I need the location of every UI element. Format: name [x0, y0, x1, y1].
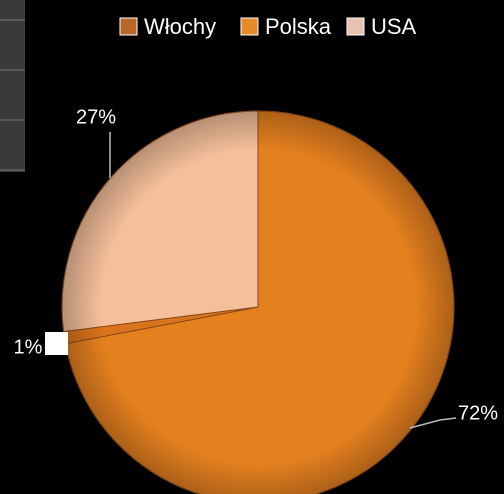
legend-label: Polska: [265, 14, 332, 39]
pie-shade: [62, 111, 454, 494]
legend-marker: [240, 17, 259, 36]
label-box: [45, 332, 68, 355]
side-panel: [0, 0, 25, 172]
legend-marker: [119, 17, 138, 36]
legend-label: Włochy: [144, 14, 216, 39]
data-label: 72%: [458, 402, 498, 424]
leader-line: [409, 417, 457, 429]
legend-label: USA: [371, 14, 417, 39]
data-label: 1%: [14, 336, 43, 358]
data-label: 27%: [76, 106, 116, 128]
legend-marker: [346, 17, 365, 36]
